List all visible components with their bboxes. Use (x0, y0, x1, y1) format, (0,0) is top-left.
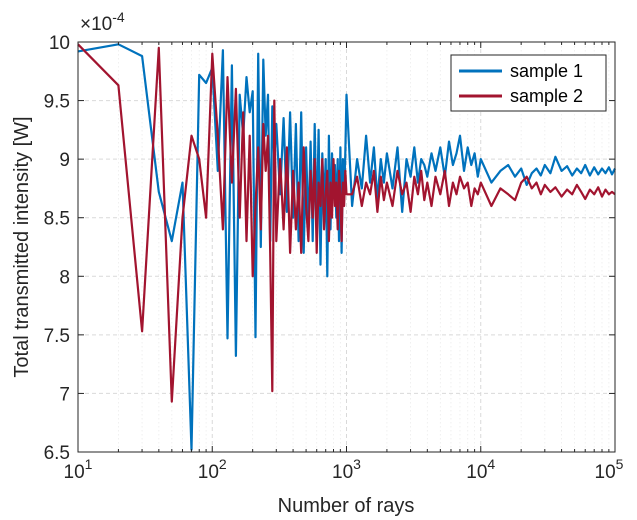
y-tick-label: 8 (59, 267, 70, 288)
legend: sample 1 sample 2 (450, 54, 607, 112)
x-tick-label: 101 (64, 456, 93, 483)
x-tick-label: 104 (466, 456, 495, 483)
series-lines (77, 43, 616, 451)
legend-label-sample-2: sample 2 (510, 86, 583, 106)
x-tick-label: 105 (595, 456, 624, 483)
y-tick-label: 9.5 (44, 92, 70, 113)
series-line-sample-2 (77, 43, 616, 403)
legend-label-sample-1: sample 1 (510, 61, 583, 81)
axis-ticks (77, 41, 616, 453)
tick-labels: 101 102 103 104 105 6.5 7 7.5 8 8.5 9 9.5 10 (44, 33, 624, 483)
x-tick-label: 102 (198, 456, 227, 483)
y-tick-label: 7.5 (44, 326, 70, 347)
y-tick-label: 6.5 (44, 443, 70, 464)
y-tick-label: 10 (49, 33, 70, 54)
y-tick-label: 7 (59, 384, 70, 405)
x-axis-label: Number of rays (278, 495, 415, 517)
legend-box (450, 54, 607, 112)
y-axis-multiplier: ×10-4 (80, 9, 125, 35)
y-axis-label: Total transmitted intensity [W] (11, 116, 33, 377)
x-tick-label: 103 (332, 456, 361, 483)
y-tick-label: 9 (59, 150, 70, 171)
y-tick-label: 8.5 (44, 209, 70, 230)
